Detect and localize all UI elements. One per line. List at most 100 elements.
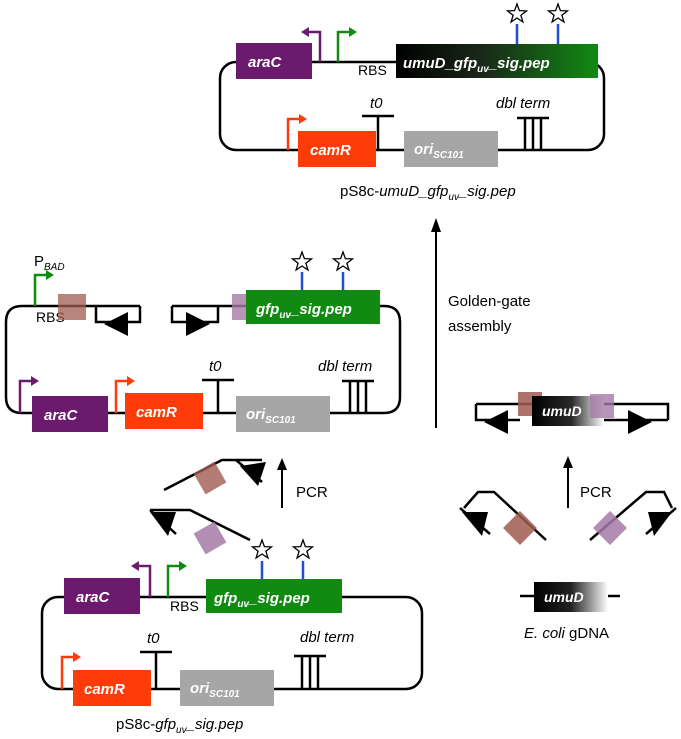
overhang-brown: [58, 294, 86, 320]
top-arac-label: araC: [248, 54, 283, 71]
promoter-arrow-icon: [136, 564, 152, 597]
middle-rbs-label: RBS: [36, 309, 65, 325]
umud-gdna-label: umuD: [544, 589, 584, 605]
bottom-gfp-block: [206, 579, 342, 613]
promoter-arrow-icon: [73, 652, 81, 662]
star-icon: [505, 2, 529, 24]
golden-gate-step: Golden-gate assembly: [431, 218, 531, 428]
ecoli-gdna: umuD E. coli gDNA: [520, 582, 620, 642]
golden-gate-label-line1: Golden-gate: [448, 293, 531, 310]
left-pcr-fragments: PCR: [149, 458, 328, 555]
arrow-up-icon: [563, 456, 573, 468]
middle-arac-label: araC: [44, 407, 79, 424]
middle-ori-block: [236, 396, 330, 432]
terminator-icon: [140, 650, 172, 689]
pcr-left-label: PCR: [296, 484, 328, 501]
star-icon: [290, 250, 314, 272]
bottom-plasmid-caption: pS8c-gfpuv_sig.pep: [116, 716, 243, 736]
promoter-arrow-icon: [336, 30, 352, 62]
bsai-site-triangle-icon: [150, 512, 176, 536]
bottom-ori-block: [180, 670, 274, 706]
top-plasmid: araC RBS umuD_gfpuv_sig.pep camR t0 oriS…: [218, 2, 606, 203]
bsai-site-triangle-icon: [186, 312, 210, 336]
overhang-brown: [193, 461, 227, 495]
promoter-arrow-icon: [349, 27, 357, 37]
overhang-purple: [193, 521, 227, 555]
promoter-arrow-icon: [286, 117, 302, 150]
pcr-fragment-strand: [589, 490, 674, 541]
middle-ori-label: oriSC101: [246, 406, 296, 426]
star-icon: [331, 250, 355, 272]
pcr-fragment-strand: [150, 508, 251, 542]
golden-gate-label-line2: assembly: [448, 318, 512, 335]
bsai-site-triangle-icon: [240, 462, 266, 486]
middle-dbl-term-label: dbl term: [318, 358, 372, 375]
top-ori-block: [404, 131, 498, 167]
bottom-arac-block: [64, 578, 140, 614]
middle-camr-block: [125, 393, 203, 429]
bottom-gene-label: gfpuv_sig.pep: [213, 590, 310, 610]
middle-pbad-label: PBAD: [34, 253, 65, 273]
promoter-arrow-icon: [60, 655, 76, 689]
promoter-arrow-icon: [131, 561, 139, 571]
promoter-arrow-icon: [46, 270, 54, 280]
bottom-dbl-term-label: dbl term: [300, 629, 354, 646]
overhang-purple: [593, 511, 627, 545]
bsai-site-triangle-icon: [628, 410, 652, 434]
ecoli-gdna-caption: E. coli gDNA: [524, 625, 609, 642]
bsai-site-triangle-icon: [484, 410, 508, 434]
top-plasmid-caption: pS8c-umuD_gfpuv_sig.pep: [340, 183, 516, 203]
overhang-brown: [503, 511, 537, 545]
arrow-up-icon: [277, 458, 287, 470]
top-umud-gfp-block: [396, 44, 598, 78]
bottom-rbs-label: RBS: [170, 598, 199, 614]
promoter-arrow-icon: [18, 379, 34, 413]
middle-gene-label: gfpuv_sig.pep: [255, 301, 352, 321]
promoter-arrow-icon: [127, 376, 135, 386]
promoter-arrow-icon: [31, 376, 39, 386]
bottom-camr-block: [73, 670, 151, 706]
top-camr-label: camR: [310, 142, 351, 159]
terminator-icon: [202, 378, 234, 413]
terminator-icon: [517, 116, 549, 150]
top-t0-label: t0: [370, 95, 383, 112]
promoter-arrow-icon: [301, 27, 309, 37]
promoter-arrow-icon: [166, 564, 182, 597]
top-ori-label: oriSC101: [414, 141, 464, 161]
promoter-arrow-icon: [179, 561, 187, 571]
top-camr-block: [298, 131, 376, 167]
promoter-arrow-icon: [114, 379, 130, 413]
promoter-arrow-icon: [306, 30, 322, 62]
umud-fragment-label: umuD: [542, 403, 582, 419]
bottom-ori-label: oriSC101: [190, 680, 240, 700]
top-arac-block: [236, 43, 312, 79]
star-icon: [250, 538, 274, 560]
middle-arac-block: [32, 396, 108, 432]
bottom-arac-label: araC: [76, 589, 111, 606]
bottom-camr-label: camR: [84, 681, 125, 698]
middle-camr-label: camR: [136, 404, 177, 421]
star-icon: [546, 2, 570, 24]
middle-t0-label: t0: [209, 358, 222, 375]
umud-insert-fragment: umuD: [474, 392, 670, 434]
terminator-icon: [362, 114, 394, 150]
promoter-arrow-icon: [299, 114, 307, 124]
overhang-purple: [590, 394, 614, 418]
right-pcr-fragments: [459, 490, 677, 545]
bottom-t0-label: t0: [147, 630, 160, 647]
star-icon: [291, 538, 315, 560]
bottom-plasmid: araC RBS gfpuv_sig.pep camR t0 oriSC101 …: [40, 538, 424, 736]
promoter-arrow-icon: [33, 273, 49, 306]
top-gene-label: umuD_gfpuv_sig.pep: [403, 55, 550, 75]
umud-gdna-block: [534, 582, 608, 612]
pcr-right-label: PCR: [580, 484, 612, 501]
top-dbl-term-label: dbl term: [496, 95, 550, 112]
right-pcr-step: PCR: [563, 456, 612, 508]
middle-plasmid: PBAD RBS gfpuv_sig.pep araC camR t0: [4, 250, 402, 432]
top-rbs-label: RBS: [358, 62, 387, 78]
bsai-site-triangle-icon: [648, 512, 672, 536]
middle-gfp-block: [246, 290, 380, 324]
terminator-icon: [342, 379, 374, 413]
arrow-up-icon: [431, 218, 441, 232]
